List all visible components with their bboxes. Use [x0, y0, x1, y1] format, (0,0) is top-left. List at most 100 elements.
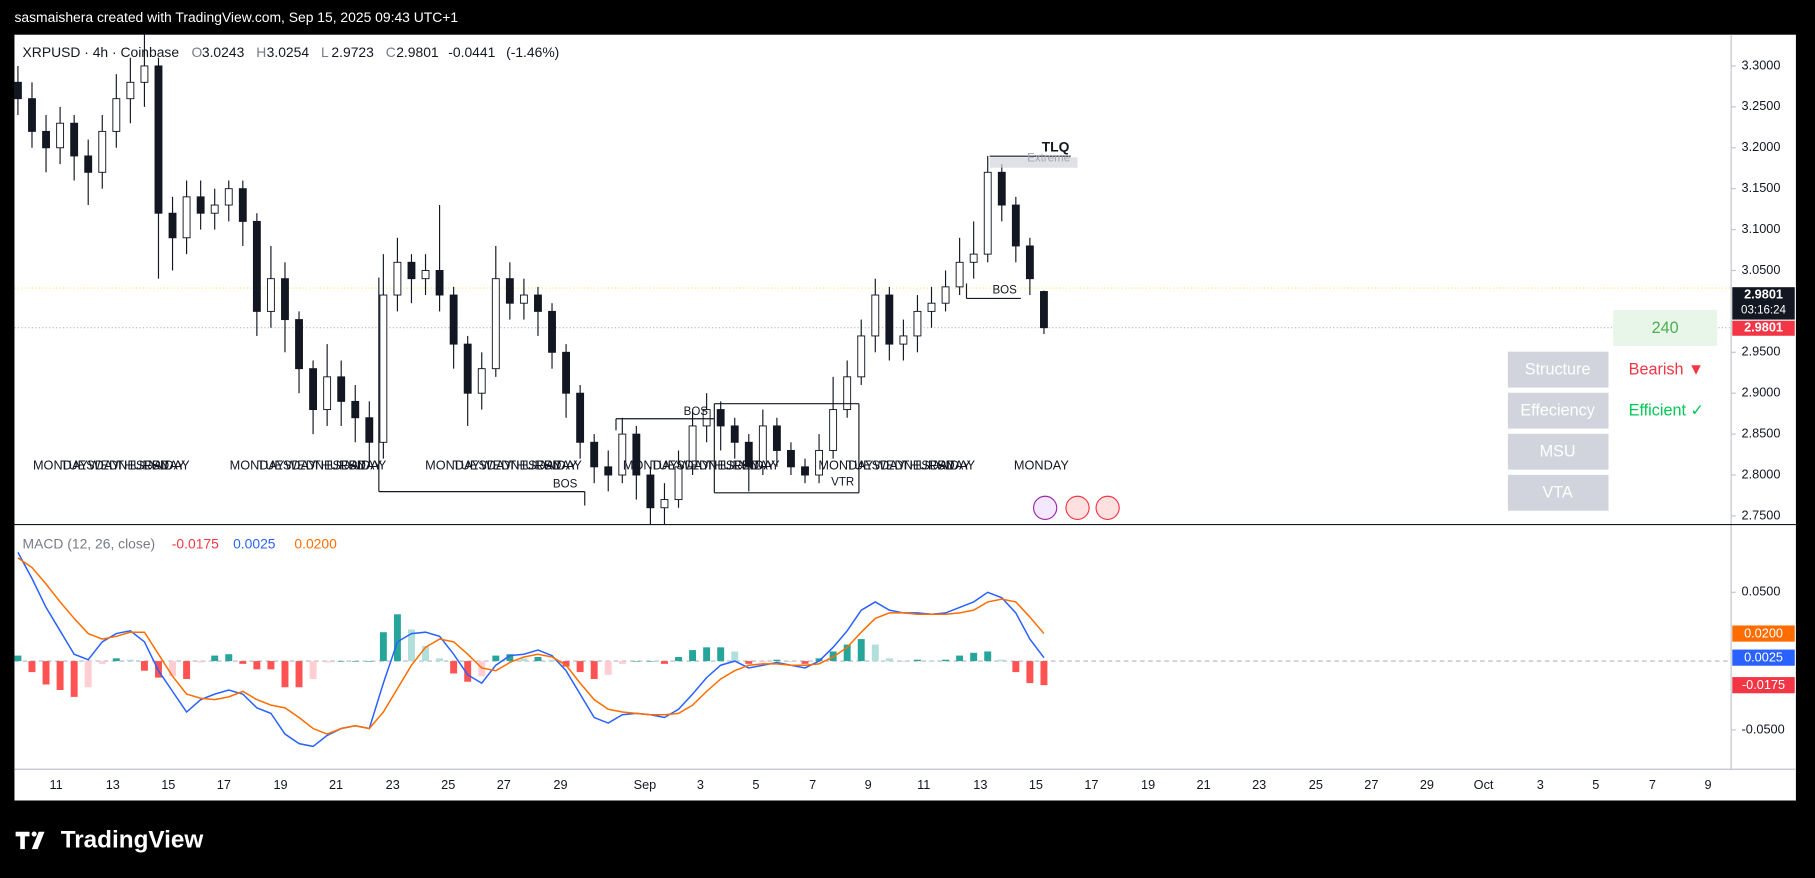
histogram-bar: [590, 661, 598, 679]
histogram-bar: [717, 647, 725, 662]
day-label: MONDAY: [230, 458, 285, 473]
candle-body: [801, 466, 809, 476]
y-tick-label: 3.2000: [1742, 139, 1781, 154]
candle-body: [787, 450, 795, 468]
histogram-bar: [295, 661, 303, 688]
candle-body: [969, 253, 978, 263]
histogram-bar: [28, 661, 36, 673]
histogram-bar: [239, 661, 247, 664]
histogram-bar: [323, 661, 331, 663]
histogram-bar: [942, 659, 950, 662]
day-label: MONDAY: [623, 458, 678, 473]
candle-body: [1040, 291, 1048, 329]
candle-body: [42, 130, 50, 149]
icon: [1095, 495, 1120, 520]
annotation: BOS: [553, 479, 578, 491]
candle-body: [913, 310, 922, 337]
histogram-bar: [689, 650, 697, 662]
histogram-bar: [14, 655, 22, 662]
price-tag-value: 2.9801: [1744, 320, 1783, 335]
candle-body: [632, 433, 641, 476]
candle-body: [337, 376, 346, 402]
histogram-bar: [660, 661, 668, 664]
day-label: WEDNESDAY: [874, 458, 956, 473]
day-label: MONDAY: [1014, 458, 1069, 473]
candle-body: [927, 302, 936, 312]
panel-row-status: Efficient ✓: [1629, 402, 1704, 420]
day-label: WEDNESDAY: [285, 458, 367, 473]
candle-body: [1025, 245, 1034, 280]
histogram-bar: [506, 654, 514, 662]
histogram-bar: [464, 661, 472, 682]
event-icons: [1033, 495, 1120, 520]
histogram-bar: [1040, 661, 1048, 686]
histogram-bar: [351, 661, 359, 662]
histogram-bar: [899, 661, 907, 662]
x-tick-label: 15: [161, 777, 175, 792]
candle-body: [491, 278, 500, 370]
candle-body: [295, 319, 303, 370]
candle-body: [730, 425, 739, 443]
y-tick-label: 3.1000: [1742, 221, 1781, 236]
candle-body: [519, 294, 528, 304]
histogram-bar: [126, 659, 134, 662]
histogram-bar: [520, 658, 528, 662]
x-tick-label: 23: [1252, 777, 1266, 792]
candle-body: [196, 196, 205, 214]
candle-body: [70, 122, 79, 157]
histogram-bar: [970, 652, 978, 662]
candle-body: [379, 294, 388, 443]
legend-key: L: [321, 44, 329, 60]
histogram-bar: [42, 661, 50, 685]
histogram-bar: [450, 661, 458, 674]
annotation: Extreme: [1027, 153, 1070, 165]
legend-value: 2.9723: [331, 44, 374, 60]
x-tick-label: 5: [752, 777, 759, 792]
y-tick-label: 2.8500: [1742, 425, 1781, 440]
candle-body: [154, 65, 163, 214]
histogram-bar: [731, 651, 739, 662]
panel-row-status: Bearish ▼: [1629, 360, 1704, 378]
histogram-bar: [604, 661, 612, 675]
y-tick-label: 2.8000: [1742, 466, 1781, 481]
candle-body: [899, 335, 908, 345]
candle-body: [281, 278, 289, 321]
annotation: BOS: [684, 406, 709, 418]
x-tick-label: 7: [1649, 777, 1656, 792]
price-tag: [1732, 287, 1795, 320]
histogram-bar: [801, 661, 809, 664]
histogram-bar: [267, 661, 275, 670]
day-label: WEDNESDAY: [678, 458, 760, 473]
annotation: TLQ: [1042, 139, 1070, 155]
y-tick-label: 0.0500: [1742, 584, 1781, 599]
legend-change-pct: (-1.46%): [506, 44, 559, 60]
candle-body: [857, 335, 866, 378]
candle-body: [421, 270, 430, 280]
day-label: TUESDAY: [846, 458, 906, 473]
x-tick-label: 29: [553, 777, 567, 792]
histogram-bar: [197, 661, 205, 663]
histogram-bar: [534, 656, 542, 662]
candle-body: [407, 261, 416, 280]
header-text: sasmaishera created with TradingView.com…: [14, 9, 458, 25]
y-tick-label: 2.9000: [1742, 385, 1781, 400]
candle-body: [210, 204, 219, 214]
candle-body: [168, 212, 177, 239]
histogram-bar: [408, 629, 415, 662]
candle-body: [548, 310, 556, 353]
candle-body: [983, 171, 992, 255]
brand: TradingView: [61, 826, 204, 853]
day-label: TUESDAY: [651, 458, 711, 473]
candle-body: [871, 294, 880, 337]
histogram-bar: [956, 655, 964, 662]
histogram-bar: [492, 655, 500, 662]
value-tag: [1732, 625, 1795, 642]
panel-row-box: [1507, 433, 1609, 470]
candle-body: [84, 155, 93, 173]
histogram-bar: [183, 661, 191, 679]
histogram-bar: [632, 661, 640, 662]
candle-body: [702, 409, 711, 427]
histogram-bar: [422, 645, 429, 662]
x-tick-label: 7: [809, 777, 816, 792]
